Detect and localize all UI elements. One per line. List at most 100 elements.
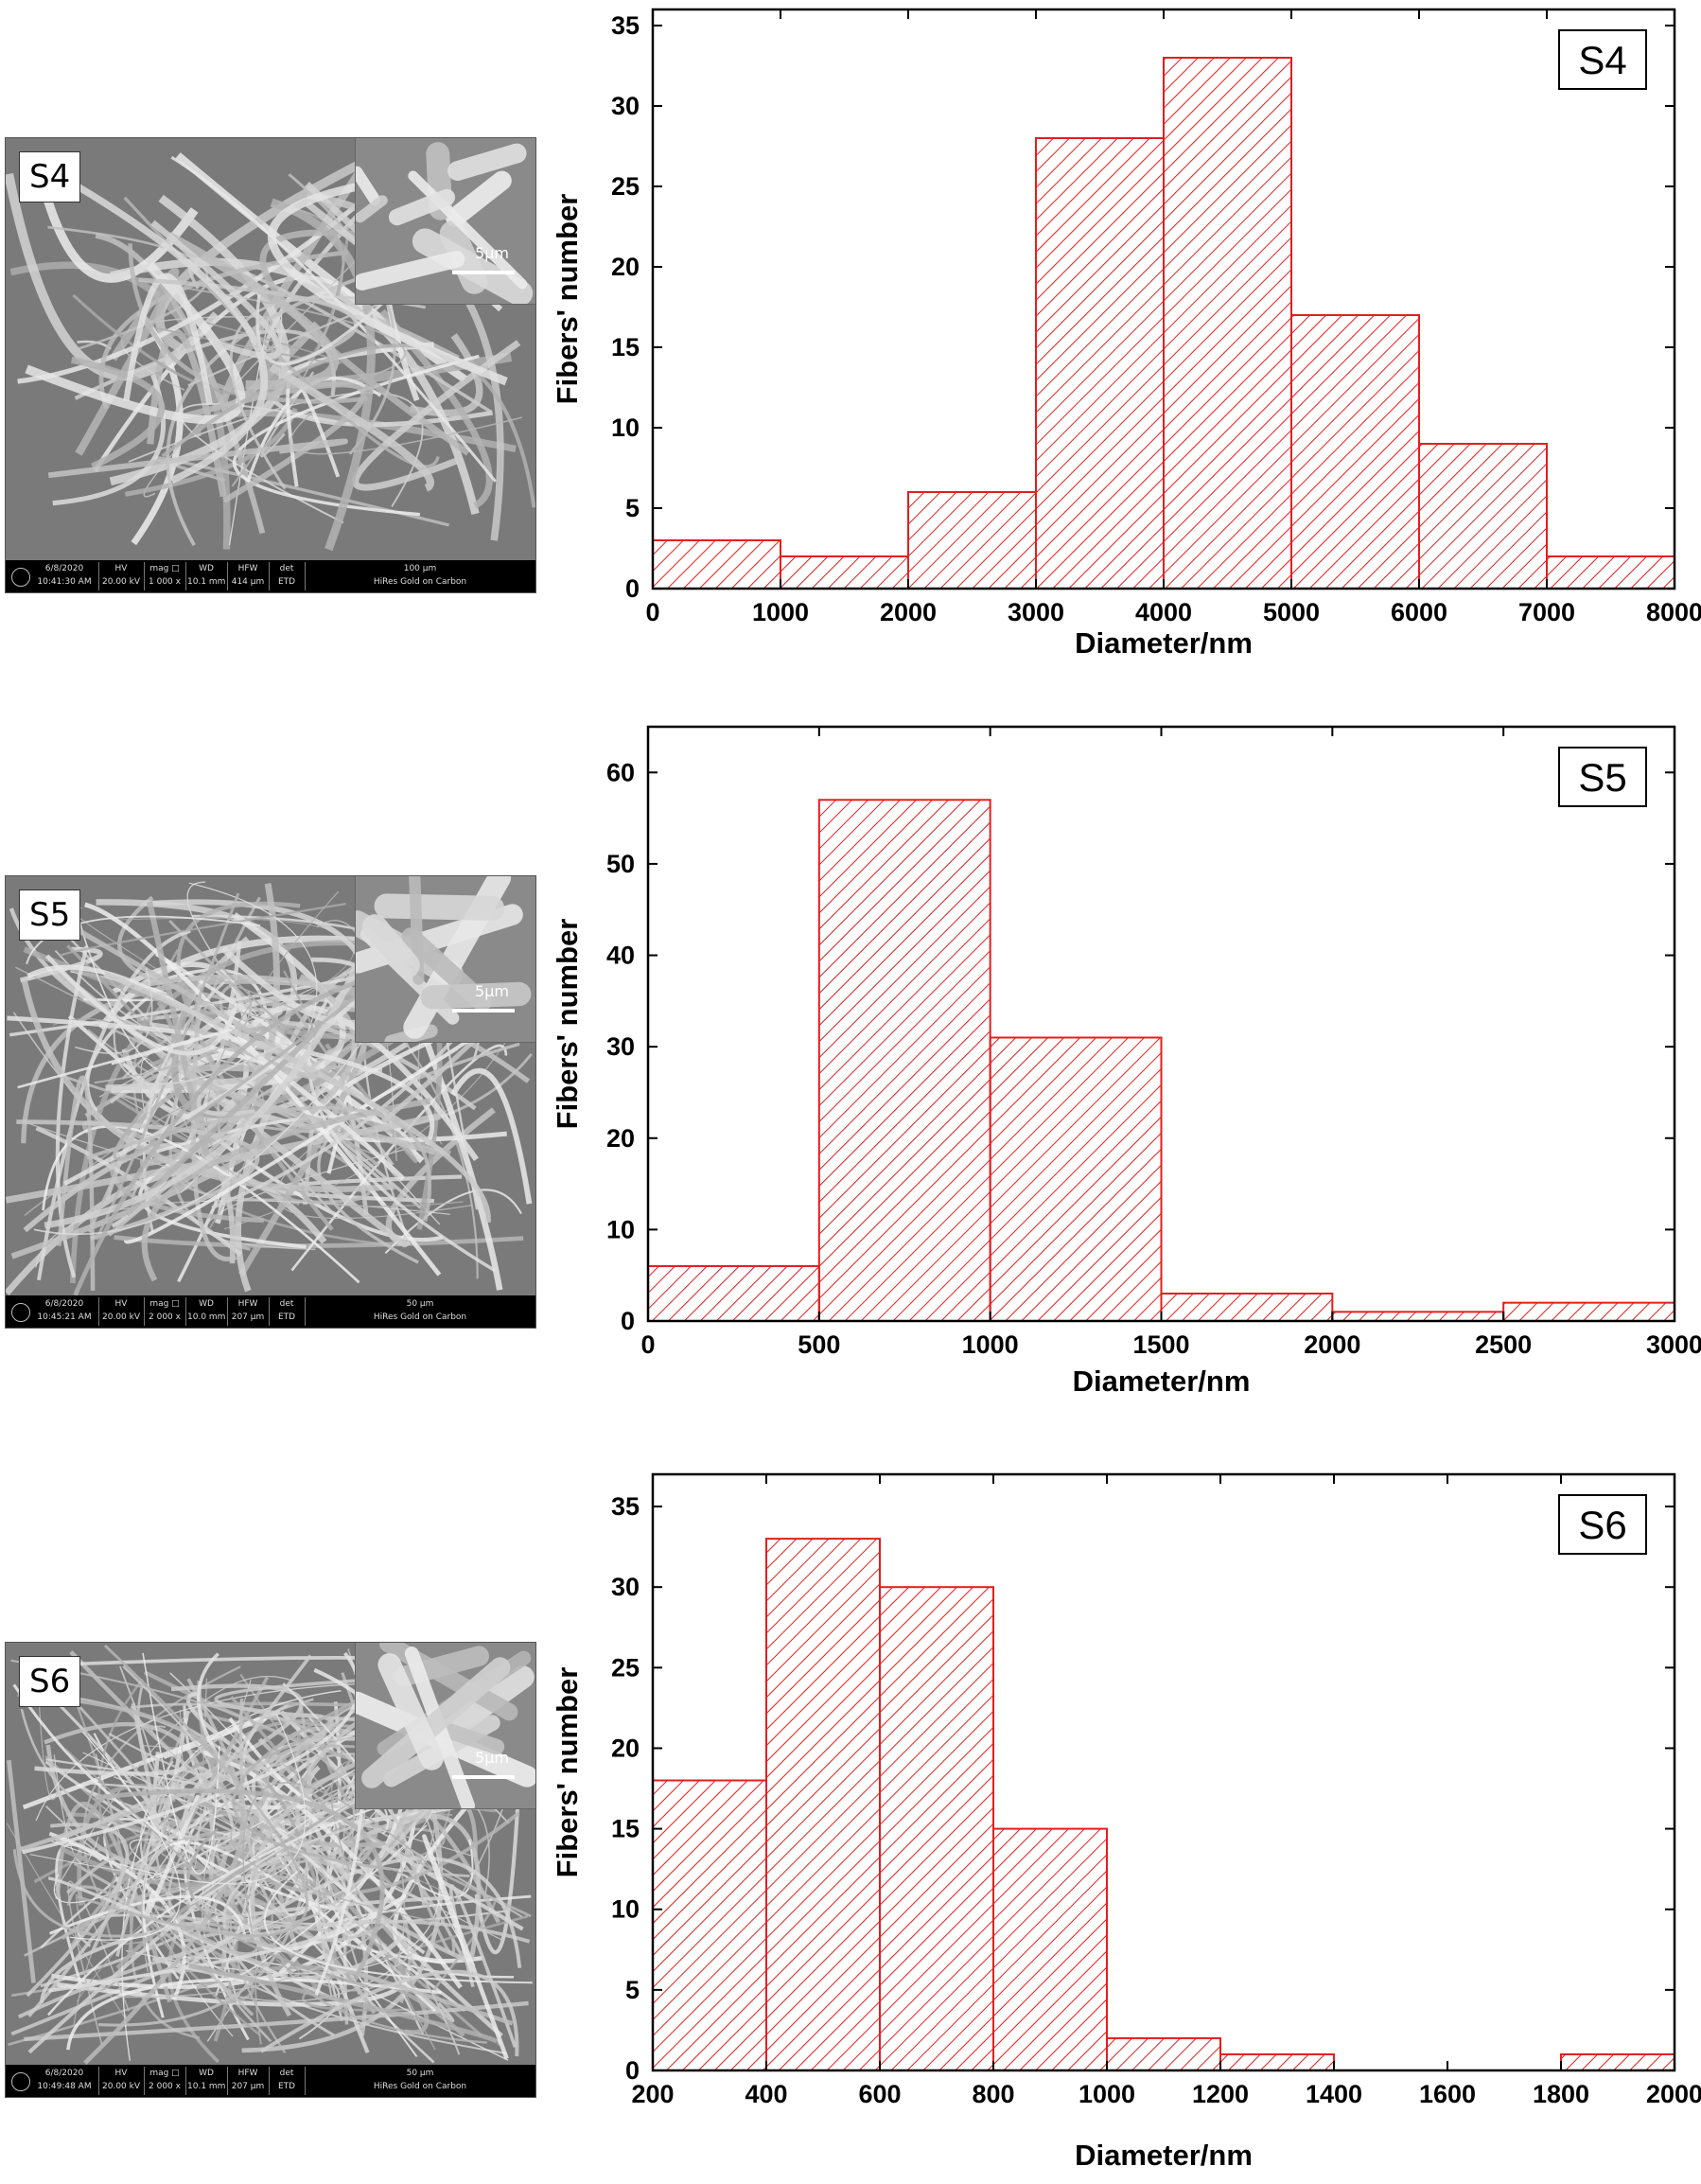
mag-label: mag □	[149, 564, 180, 573]
inset-scale-label: 5μm	[475, 1749, 509, 1767]
hfw-value: 414 μm	[231, 577, 265, 587]
hfw-label: HFW	[237, 564, 258, 573]
sem-sample-label: S6	[19, 1656, 81, 1707]
hfw-label: HFW	[237, 1299, 258, 1309]
y-tick-label: 25	[611, 1653, 640, 1682]
histogram-bar	[989, 1036, 1163, 1322]
mag-value: 2 000 x	[149, 1312, 181, 1322]
y-tick-label: 20	[606, 1124, 635, 1153]
y-tick-label: 40	[606, 942, 635, 970]
y-tick-label: 0	[625, 2056, 640, 2085]
histogram-bar	[1160, 1293, 1334, 1322]
histogram-bar	[1546, 555, 1675, 590]
sem-inset: 5μm	[355, 876, 535, 1043]
y-tick-label: 15	[611, 333, 640, 361]
hfw-value: 207 μm	[231, 1312, 265, 1322]
det-label: det	[279, 564, 294, 573]
x-tick-label: 1500	[1132, 1330, 1189, 1359]
sem-image-s5: 5μm S5 6/8/2020 10:45:21 AM HV 20.00 kV ma…	[5, 875, 536, 1329]
det-label: det	[279, 2069, 294, 2078]
inset-fiber-texture	[356, 1643, 535, 1808]
x-tick-label: 400	[745, 2080, 787, 2108]
wd-label: WD	[199, 1299, 214, 1309]
hfw-label: HFW	[237, 2069, 258, 2078]
x-tick-label: 6000	[1391, 598, 1447, 626]
scale-label: 50 μm	[406, 2069, 434, 2078]
coating-note: HiRes Gold on Carbon	[373, 2082, 467, 2091]
y-axis-label: Fibers' number	[551, 194, 584, 405]
histogram-bar	[1331, 1311, 1505, 1322]
histogram-bar	[907, 491, 1037, 590]
hv-value: 20.00 kV	[102, 2082, 140, 2091]
histogram-bar	[652, 539, 781, 590]
y-tick-label: 20	[611, 1734, 640, 1762]
sem-image-s6: 5μm S6 6/8/2020 10:49:48 AM HV 20.00 kV ma…	[5, 1642, 536, 2098]
sem-inset: 5μm	[355, 138, 535, 305]
x-tick-label: 2000	[1304, 1330, 1360, 1359]
histogram-bar	[992, 1827, 1108, 2072]
x-tick-label: 0	[640, 1330, 655, 1359]
y-tick-label: 5	[625, 494, 640, 522]
x-tick-label: 200	[631, 2080, 674, 2108]
x-tick-label: 4000	[1135, 598, 1192, 626]
y-tick-label: 15	[611, 1815, 640, 1843]
histogram-s6: 200 400 600 800 1000 1200 1400 1600 1800 2000 0 5 10…	[549, 1465, 1701, 2184]
x-tick-label: 5000	[1263, 598, 1320, 626]
scale-label: 100 μm	[403, 564, 437, 573]
x-tick-label: 3000	[1646, 1330, 1701, 1359]
histogram-s5: 0 500 1000 1500 2000 2500 3000 0 10 20 30 40 50 60 Dia…	[549, 717, 1701, 1418]
histogram-bar	[1106, 2036, 1221, 2071]
hv-label: HV	[114, 1299, 128, 1309]
coating-note: HiRes Gold on Carbon	[373, 577, 467, 587]
mag-value: 1 000 x	[149, 577, 181, 587]
histogram-bar	[1163, 57, 1292, 590]
hv-value: 20.00 kV	[102, 577, 140, 587]
histogram-svg: 200 400 600 800 1000 1200 1400 1600 1800 2000 0 5 10…	[551, 1472, 1701, 2172]
time: 10:45:21 AM	[37, 1312, 92, 1322]
y-tick-label: 5	[625, 1976, 640, 2004]
inset-fiber-texture	[356, 876, 535, 1042]
x-tick-label: 1400	[1306, 2080, 1362, 2108]
wd-value: 10.1 mm	[187, 2082, 226, 2091]
sample-label-box	[1558, 747, 1647, 807]
histogram-bar	[879, 1586, 994, 2072]
y-tick-label: 30	[611, 1573, 640, 1601]
x-tick-label: 0	[645, 598, 659, 626]
y-tick-label: 60	[606, 758, 635, 786]
det-value: ETD	[277, 2082, 296, 2091]
wd-value: 10.0 mm	[187, 1312, 226, 1322]
y-tick-label: 0	[621, 1307, 635, 1335]
histogram-bar	[1418, 443, 1548, 590]
sample-label: S6	[1578, 1503, 1626, 1547]
histogram-bar	[1290, 314, 1420, 590]
time: 10:49:48 AM	[37, 2082, 92, 2091]
x-tick-label: 1000	[962, 1330, 1019, 1359]
y-tick-label: 35	[611, 11, 640, 40]
inset-fiber-texture	[356, 138, 535, 304]
sample-label: S5	[1578, 755, 1626, 800]
y-tick-label: 50	[606, 850, 635, 878]
sample-label: S4	[1578, 38, 1626, 82]
x-tick-label: 2000	[1646, 2080, 1701, 2108]
histogram-bar	[1502, 1301, 1676, 1323]
y-tick-label: 10	[611, 1895, 640, 1924]
x-tick-label: 1000	[1078, 2080, 1135, 2108]
det-value: ETD	[277, 577, 296, 587]
sem-sample-label: S4	[19, 151, 81, 203]
y-axis-label: Fibers' number	[551, 1667, 584, 1878]
sem-databar: 6/8/2020 10:41:30 AM HV 20.00 kV mag □ 1 00…	[6, 560, 535, 592]
sem-databar: 6/8/2020 10:45:21 AM HV 20.00 kV mag □ 2 00…	[6, 1295, 535, 1328]
x-tick-label: 1800	[1533, 2080, 1589, 2108]
sem-inset: 5μm	[355, 1643, 535, 1809]
hv-label: HV	[114, 564, 128, 573]
histogram-s4: 0 1000 2000 3000 4000 5000 6000 7000 8000 0 5 10 15 2…	[549, 0, 1701, 674]
wd-label: WD	[199, 2069, 214, 2078]
x-tick-label: 2500	[1475, 1330, 1532, 1359]
fei-logo-icon	[11, 1303, 30, 1322]
fei-logo-icon	[11, 568, 30, 587]
date: 6/8/2020	[44, 1299, 84, 1309]
det-value: ETD	[277, 1312, 296, 1322]
y-tick-label: 35	[611, 1492, 640, 1521]
x-tick-label: 1000	[752, 598, 809, 626]
x-tick-label: 8000	[1646, 598, 1701, 626]
